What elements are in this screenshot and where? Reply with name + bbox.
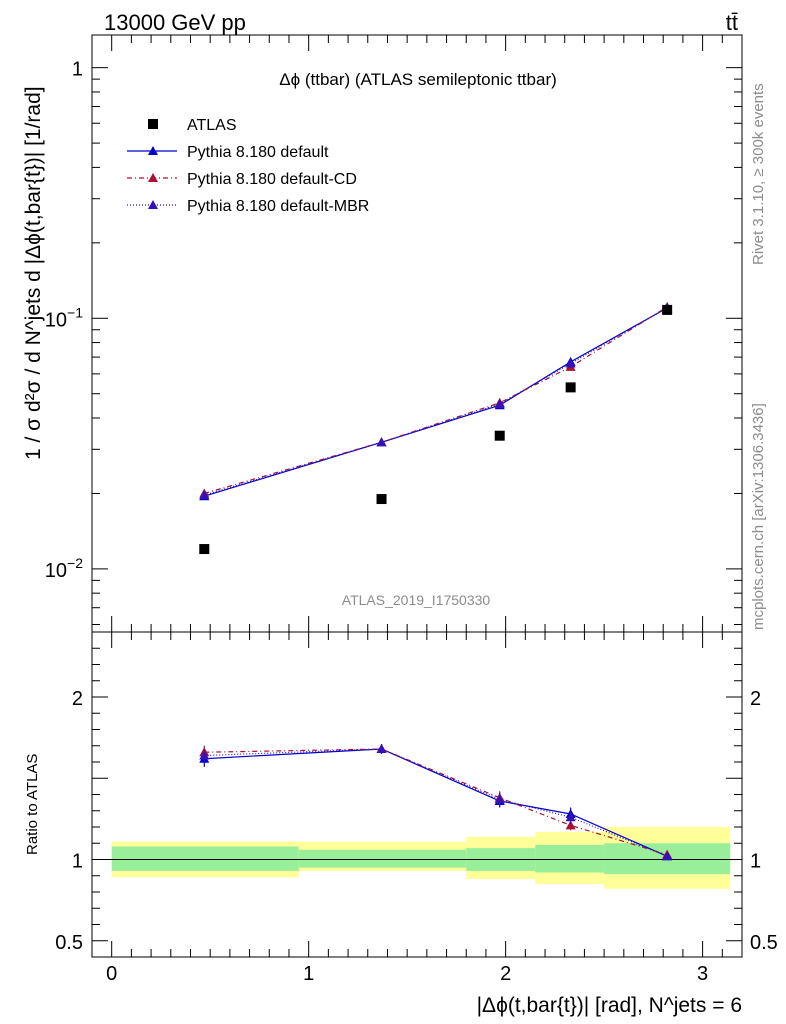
ratio-y-tick-label-left: 0.5 <box>55 932 83 954</box>
ratio-y-tick-label-left: 1 <box>72 851 83 873</box>
x-axis-title: |Δϕ(t,bar{t})| [rad], N^jets = 6 <box>477 994 742 1017</box>
ratio-y-tick-label-right: 0.5 <box>750 932 778 954</box>
legend-marker-atlas <box>148 119 158 129</box>
legend-label: ATLAS <box>187 117 237 134</box>
ratio-y-tick-label-right: 1 <box>750 851 761 873</box>
rivet-label: Rivet 3.1.10, ≥ 300k events <box>750 83 767 265</box>
main-marker <box>565 358 576 368</box>
ratio-axis-ticks: 2 2 1 1 0.5 0.5 0 1 2 3 <box>55 631 778 985</box>
legend-marker <box>148 200 158 209</box>
y-axis-title: 1 / σ d²σ / d N^jets d |Δϕ(t,bar{t})| [1… <box>22 86 45 460</box>
inner-band <box>535 844 605 873</box>
atlas-data-point <box>494 430 505 441</box>
x-tick-label: 2 <box>500 963 511 985</box>
ratio-marker <box>565 820 576 830</box>
ratio-marker <box>494 794 505 804</box>
ratio-marker <box>376 744 387 753</box>
main-axis-ticks: 10−210−11 <box>45 35 743 632</box>
ratio-y-tick-label-left: 2 <box>72 688 83 710</box>
x-tick-label: 3 <box>697 963 708 985</box>
y-axis-title-text: 1 / σ d²σ / d N^jets d |Δϕ(t,bar{t})| [1… <box>22 86 45 460</box>
legend-marker <box>148 146 158 155</box>
ratio-frame <box>91 631 743 958</box>
atlas-data-point <box>662 304 673 315</box>
main-series-lines <box>204 306 668 497</box>
ratio-series-markers <box>199 744 673 861</box>
x-tick-label: 0 <box>106 963 117 985</box>
ratio-axis-title: Ratio to ATLAS <box>24 754 41 855</box>
x-tick-label: 1 <box>303 963 314 985</box>
main-marker <box>199 490 210 500</box>
legend: ATLAS Pythia 8.180 default Pythia 8.180 de… <box>127 117 369 215</box>
y-tick-label-exp: −2 <box>67 555 83 571</box>
legend-label: Pythia 8.180 default-MBR <box>187 198 369 215</box>
ratio-panel: 2 2 1 1 0.5 0.5 0 1 2 3 <box>55 631 778 985</box>
main-marker <box>494 398 505 408</box>
inner-band <box>298 849 467 868</box>
legend-label: Pythia 8.180 default-CD <box>187 171 357 188</box>
y-tick-label: 10−1 <box>45 304 83 331</box>
y-tick-label-base: 1 <box>72 59 83 81</box>
main-panel: 10−210−11 Δϕ (ttbar) (ATLAS semileptonic… <box>45 34 743 633</box>
ratio-marker <box>199 750 210 760</box>
main-line-2 <box>204 307 668 496</box>
ratio-marker <box>662 851 673 861</box>
analysis-label: ATLAS_2019_I1750330 <box>342 592 491 608</box>
atlas-data-markers <box>199 304 673 555</box>
y-tick-label-exp: −1 <box>67 304 83 320</box>
y-tick-label: 1 <box>72 59 83 81</box>
atlas-data-point <box>199 544 210 555</box>
atlas-data-point <box>376 494 387 505</box>
y-tick-label-base: 10 <box>45 309 67 331</box>
ratio-y-tick-label-right: 2 <box>750 688 761 710</box>
process-label: tt̄ <box>726 10 738 35</box>
main-line-0 <box>204 307 668 497</box>
y-tick-label-base: 10 <box>45 560 67 582</box>
ratio-marker <box>565 812 576 822</box>
atlas-data-point <box>565 382 576 393</box>
main-marker <box>376 437 387 447</box>
inner-band <box>111 846 299 871</box>
mcplots-label: mcplots.cern.ch [arXiv:1306.3436] <box>750 403 767 630</box>
main-line-1 <box>204 306 668 495</box>
chart-title: Δϕ (ttbar) (ATLAS semileptonic ttbar) <box>279 70 557 89</box>
y-tick-label: 10−2 <box>45 555 83 582</box>
energy-label: 13000 GeV pp <box>104 10 246 35</box>
legend-label: Pythia 8.180 default <box>187 144 329 161</box>
legend-marker <box>148 173 158 182</box>
main-series-markers <box>199 301 673 501</box>
uncertainty-bands <box>111 827 731 889</box>
